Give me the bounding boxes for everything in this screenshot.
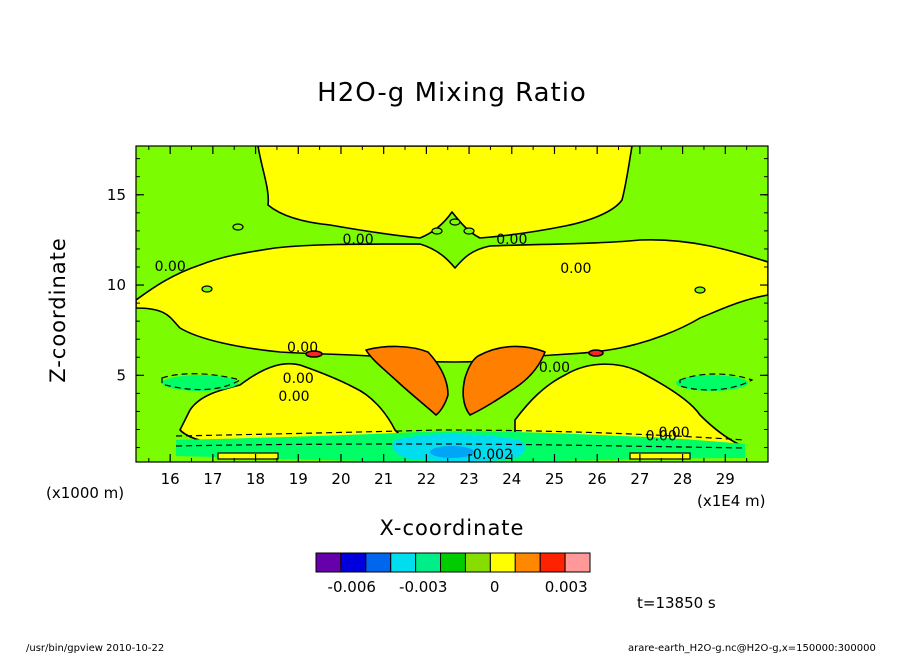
- plot-frame: [135, 145, 769, 463]
- contour-region: [588, 349, 604, 357]
- contour-label: 0.00: [342, 232, 373, 248]
- contour-label: 0.00: [646, 429, 677, 445]
- colorbar-tick-label: 0: [490, 578, 500, 596]
- x-tick-label: 17: [203, 470, 222, 488]
- contour-label: 0.00: [287, 340, 318, 356]
- x-tick-label: 27: [630, 470, 649, 488]
- colorbar-swatch: [315, 552, 342, 573]
- x-axis-label: X-coordinate: [379, 516, 525, 540]
- footer-left: /usr/bin/gpview 2010-10-22: [26, 643, 165, 654]
- contour-label: 0.00: [155, 259, 186, 275]
- colorbar-swatch: [489, 552, 516, 573]
- y-tick-label: 15: [107, 186, 126, 204]
- contour-region: [201, 285, 213, 293]
- footer-right: arare-earth_H2O-g.nc@H2O-g,x=150000:3000…: [628, 643, 876, 654]
- x-tick-label: 21: [374, 470, 393, 488]
- x-tick-label: 29: [716, 470, 735, 488]
- contour-region: [217, 452, 279, 460]
- colorbar-swatch: [464, 552, 491, 573]
- colorbar-swatch: [415, 552, 442, 573]
- contour-region: [449, 218, 461, 226]
- chart-title: H2O-g Mixing Ratio: [317, 78, 587, 108]
- contour-label: -0.002: [468, 447, 513, 463]
- colorbar-tick-label: -0.003: [399, 578, 447, 596]
- contour-label: 0.00: [496, 232, 527, 248]
- contour-region: [462, 345, 546, 416]
- y-tick-label: 5: [116, 366, 126, 384]
- contour-line: [679, 373, 754, 391]
- contour-region: [257, 146, 633, 239]
- colorbar-tick-label: -0.006: [328, 578, 376, 596]
- contour-label: 0.00: [658, 425, 689, 441]
- contour-region: [305, 350, 323, 358]
- x-tick-label: 16: [161, 470, 180, 488]
- x-tick-label: 19: [289, 470, 308, 488]
- x-tick-label: 18: [246, 470, 265, 488]
- x-axis-unit: (x1E4 m): [697, 492, 766, 510]
- contour-region: [629, 452, 691, 460]
- contour-region: [136, 238, 768, 363]
- contour-region: [162, 375, 238, 391]
- x-tick-label: 20: [331, 470, 350, 488]
- contour-region: [463, 227, 475, 235]
- colorbar-swatch: [539, 552, 566, 573]
- contour-line: [161, 373, 242, 391]
- contour-region: [431, 227, 443, 235]
- contour-region: [694, 286, 706, 294]
- x-tick-label: 28: [673, 470, 692, 488]
- contour-label: 0.00: [560, 261, 591, 277]
- contour-label: 0.00: [278, 389, 309, 405]
- x-tick-label: 25: [545, 470, 564, 488]
- colorbar-swatch: [564, 552, 591, 573]
- contour-region: [430, 446, 474, 458]
- contour-fills: 0.000.00 0.000.000.000.000.000.000.000.00…: [136, 146, 768, 463]
- contour-region: [232, 223, 244, 231]
- y-tick-label: 10: [107, 276, 126, 294]
- contour-line: [175, 429, 746, 441]
- y-axis-unit: (x1000 m): [46, 484, 125, 502]
- time-annotation: t=13850 s: [637, 594, 716, 612]
- contour-line: [175, 443, 746, 449]
- colorbar-swatch: [340, 552, 367, 573]
- x-tick-label: 24: [502, 470, 521, 488]
- colorbar-tick-label: 0.003: [545, 578, 588, 596]
- x-tick-label: 26: [588, 470, 607, 488]
- contour-region: [365, 345, 449, 416]
- x-tick-label: 23: [460, 470, 479, 488]
- colorbar-swatch: [365, 552, 392, 573]
- contour-region: [676, 375, 748, 391]
- contour-label: 0.00: [283, 371, 314, 387]
- colorbar-swatch: [390, 552, 417, 573]
- contour-label: 0.00: [539, 360, 570, 376]
- colorbar-swatch: [440, 552, 466, 573]
- colorbar-swatch: [514, 552, 541, 573]
- x-tick-label: 22: [417, 470, 436, 488]
